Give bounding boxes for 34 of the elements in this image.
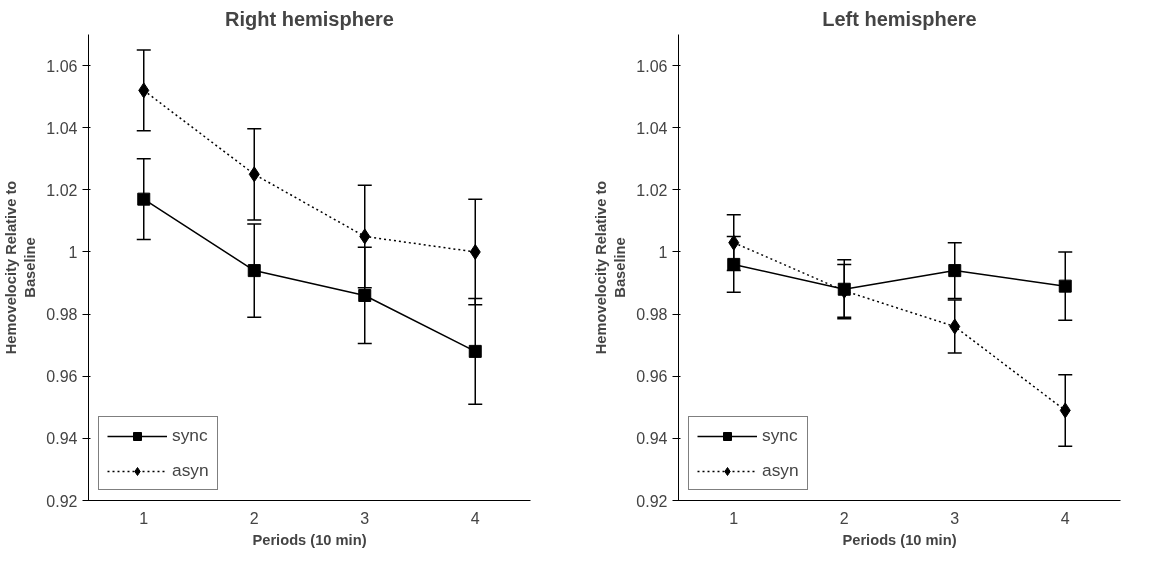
y-tick-label: 0.96 [46, 368, 78, 386]
x-tick-label: 2 [249, 509, 259, 527]
x-tick-label: 3 [360, 509, 370, 527]
y-tick-label: 1.02 [46, 181, 78, 199]
y-tick-label: 1 [658, 243, 668, 261]
y-tick-label: 0.94 [636, 430, 668, 448]
y-tick-label: 1.06 [46, 57, 78, 75]
y-tick-label: 1.02 [636, 181, 668, 199]
chart-title: Left hemisphere [822, 7, 977, 30]
x-axis-title: Periods (10 min) [842, 531, 957, 548]
x-tick-label: 4 [470, 509, 480, 527]
x-tick-label: 2 [839, 509, 849, 527]
y-tick-label: 1.04 [46, 119, 78, 137]
y-tick-label: 1 [68, 243, 78, 261]
x-tick-label: 4 [1060, 509, 1070, 527]
legend-label: asyn [762, 460, 799, 481]
y-tick-label: 1.04 [636, 119, 668, 137]
x-axis-title: Periods (10 min) [252, 531, 367, 548]
y-tick-label: 1.06 [636, 57, 668, 75]
y-axis-title: Hemovelocity Relative to Baseline [3, 180, 39, 355]
y-tick-label: 0.98 [636, 306, 668, 324]
x-tick-label: 1 [729, 509, 739, 527]
y-tick-label: 0.92 [46, 492, 78, 510]
chart-title: Right hemisphere [225, 7, 394, 30]
y-axis-title: Hemovelocity Relative to Baseline [593, 180, 629, 355]
x-tick-label: 1 [139, 509, 149, 527]
legend-label: sync [762, 425, 798, 446]
x-tick-label: 3 [950, 509, 960, 527]
legend-label: asyn [172, 460, 209, 481]
y-tick-label: 0.96 [636, 368, 668, 386]
y-tick-label: 0.92 [636, 492, 668, 510]
y-tick-label: 0.98 [46, 306, 78, 324]
y-tick-label: 0.94 [46, 430, 78, 448]
legend-label: sync [172, 425, 208, 446]
